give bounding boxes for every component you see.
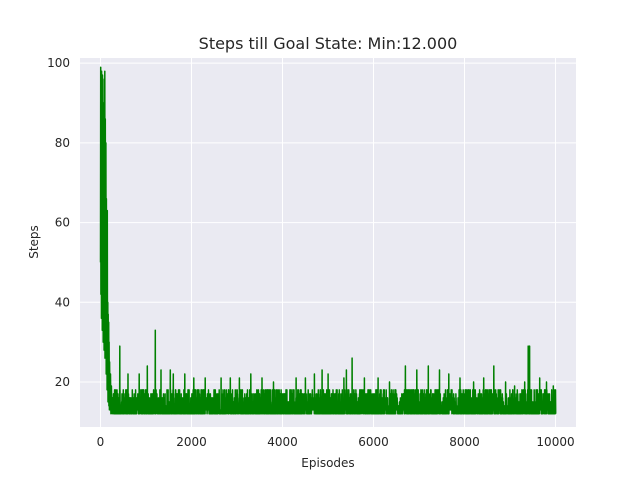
plot-area bbox=[80, 58, 576, 427]
x-tick-label: 2000 bbox=[176, 435, 207, 449]
x-tick-label: 4000 bbox=[267, 435, 298, 449]
x-axis-ticks: 0 2000 4000 6000 8000 10000 bbox=[97, 435, 575, 449]
x-axis-label: Episodes bbox=[301, 456, 354, 470]
y-axis-label: Steps bbox=[27, 225, 41, 259]
data-series bbox=[99, 66, 557, 415]
y-tick-label: 80 bbox=[55, 136, 70, 150]
x-tick-label: 8000 bbox=[449, 435, 480, 449]
chart-title: Steps till Goal State: Min:12.000 bbox=[199, 34, 458, 53]
x-tick-label: 6000 bbox=[358, 435, 389, 449]
x-tick-label: 0 bbox=[97, 435, 105, 449]
y-tick-label: 100 bbox=[47, 56, 70, 70]
x-tick-label: 10000 bbox=[536, 435, 574, 449]
y-axis-ticks: 20 40 60 80 100 bbox=[47, 56, 70, 389]
y-tick-label: 60 bbox=[55, 216, 70, 230]
y-tick-label: 40 bbox=[55, 295, 70, 309]
grid bbox=[80, 58, 576, 427]
steps-series-line bbox=[99, 66, 557, 415]
y-tick-label: 20 bbox=[55, 375, 70, 389]
